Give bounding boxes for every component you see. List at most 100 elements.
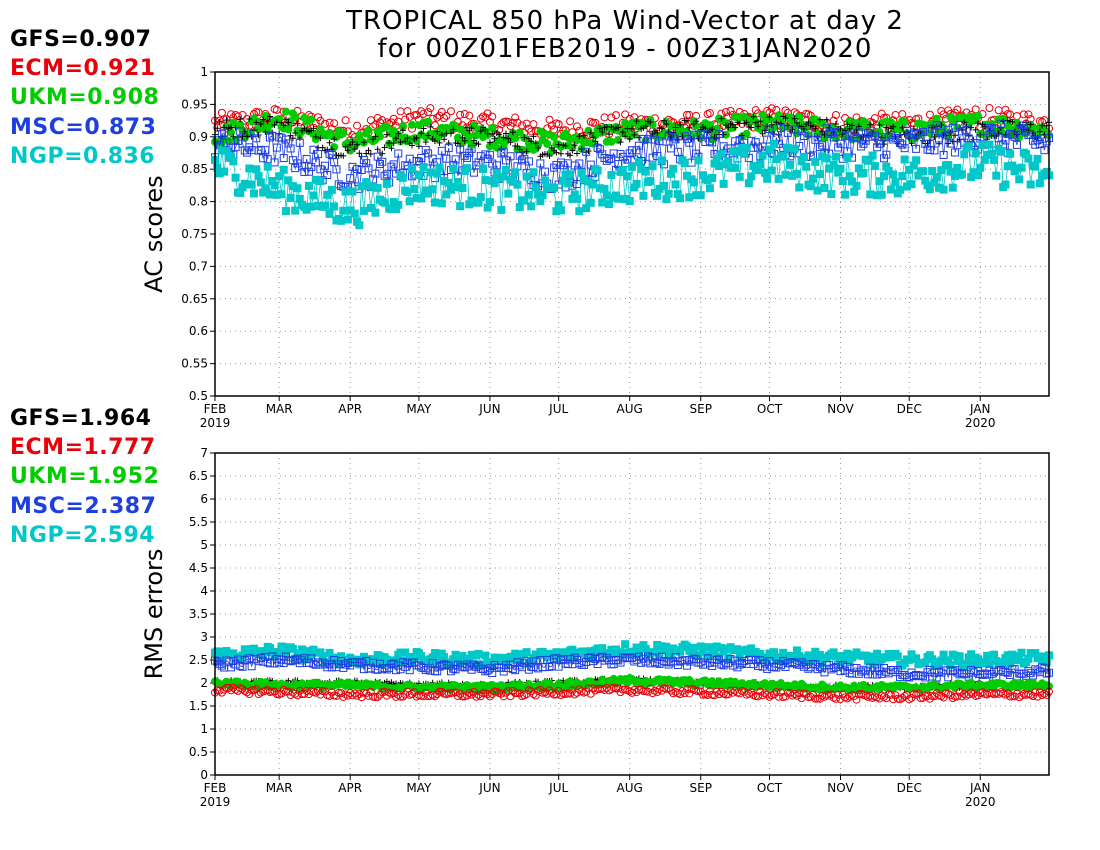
data-point-ngp — [563, 179, 572, 188]
data-point-ngp — [948, 183, 957, 192]
data-point-ngp — [985, 140, 994, 149]
data-point-ecm — [834, 690, 843, 699]
data-point-gfs — [876, 122, 883, 129]
data-point-ngp — [499, 172, 508, 181]
data-point-msc — [236, 127, 245, 136]
data-point-msc — [896, 139, 905, 148]
data-point-gfs — [720, 131, 727, 138]
data-point-ukm — [284, 125, 293, 134]
data-point-ngp — [687, 648, 696, 657]
data-point-gfs — [759, 130, 766, 137]
data-point-gfs — [468, 125, 475, 132]
data-point-ngp — [1006, 149, 1015, 158]
data-point-ngp — [918, 167, 927, 176]
data-point-ecm — [664, 684, 673, 693]
data-point-ngp — [536, 197, 545, 206]
data-point-ngp — [444, 178, 453, 187]
data-point-gfs — [839, 131, 846, 138]
data-point-ngp — [430, 198, 439, 207]
data-point-ngp — [831, 152, 840, 161]
data-point-ukm — [740, 112, 749, 121]
data-point-ngp — [247, 180, 256, 189]
data-point-msc — [405, 666, 414, 675]
data-point-gfs — [496, 131, 503, 138]
data-point-msc — [307, 163, 316, 172]
data-point-ngp — [980, 155, 989, 164]
data-point-ngp — [490, 179, 499, 188]
data-point-msc — [815, 143, 824, 152]
data-point-msc — [433, 667, 442, 676]
data-point-ecm — [426, 104, 435, 113]
x-tick-label: FEB — [204, 402, 227, 416]
data-point-gfs — [752, 119, 759, 126]
data-point-ngp — [921, 658, 930, 667]
data-point-ngp — [227, 152, 236, 161]
data-point-msc — [1006, 129, 1015, 138]
data-point-msc — [451, 155, 460, 164]
data-point-gfs — [702, 125, 709, 132]
data-point-ecm — [566, 117, 575, 126]
data-point-msc — [545, 662, 554, 671]
data-point-ngp — [382, 179, 391, 188]
data-point-msc — [1010, 132, 1019, 141]
data-point-ngp — [481, 176, 490, 185]
data-point-ngp — [795, 652, 804, 661]
y-tick-label: 0 — [200, 768, 208, 782]
data-point-ecm — [343, 691, 352, 700]
data-point-gfs — [420, 125, 427, 132]
data-point-ngp — [877, 190, 886, 199]
data-point-gfs — [500, 134, 507, 141]
data-point-msc — [662, 137, 671, 146]
data-point-ngp — [446, 659, 455, 668]
x-tick-label: DEC — [897, 402, 922, 416]
data-point-ngp — [634, 158, 643, 167]
data-point-ngp — [815, 170, 824, 179]
data-point-ecm — [446, 107, 455, 116]
data-point-ngp — [508, 655, 517, 664]
data-point-ngp — [944, 160, 953, 169]
data-point-ecm — [845, 692, 854, 701]
data-point-ngp — [740, 149, 749, 158]
data-point-ngp — [302, 205, 311, 214]
data-point-ecm — [483, 690, 492, 699]
data-point-ngp — [449, 164, 458, 173]
data-point-ngp — [676, 194, 685, 203]
data-point-ngp — [884, 167, 893, 176]
data-point-ngp — [792, 646, 801, 655]
data-point-ngp — [1003, 162, 1012, 171]
data-point-gfs — [981, 123, 988, 130]
data-point-ngp — [742, 143, 751, 152]
data-point-msc — [227, 663, 236, 672]
data-point-ecm — [948, 694, 957, 703]
data-point-ngp — [912, 156, 921, 165]
data-point-msc — [524, 665, 533, 674]
data-point-ngp — [953, 656, 962, 665]
data-point-ngp — [1001, 180, 1010, 189]
data-point-ecm — [341, 116, 350, 125]
data-point-ngp — [964, 142, 973, 151]
data-point-ecm — [600, 113, 609, 122]
x-tick-year-label: 2020 — [965, 795, 996, 809]
data-point-ngp — [630, 647, 639, 656]
data-point-ngp — [453, 178, 462, 187]
data-point-gfs — [793, 119, 800, 126]
data-point-ecm — [529, 120, 538, 129]
data-point-ngp — [1012, 164, 1021, 173]
data-point-ngp — [410, 184, 419, 193]
data-point-ecm — [442, 111, 451, 120]
data-point-ecm — [763, 106, 772, 115]
data-point-ngp — [896, 185, 905, 194]
data-point-ngp — [900, 155, 909, 164]
data-point-ngp — [249, 644, 258, 653]
data-point-ecm — [925, 694, 934, 703]
data-point-ngp — [987, 149, 996, 158]
data-point-gfs — [672, 124, 679, 131]
data-point-ecm — [373, 692, 382, 701]
data-point-msc — [831, 128, 840, 137]
chart-title-line2: for 00Z01FEB2019 - 00Z31JAN2020 — [377, 34, 873, 64]
data-point-ngp — [726, 163, 735, 172]
data-point-ngp — [293, 184, 302, 193]
data-point-ngp — [355, 221, 364, 230]
data-point-ecm — [843, 694, 852, 703]
data-point-msc — [932, 121, 941, 130]
